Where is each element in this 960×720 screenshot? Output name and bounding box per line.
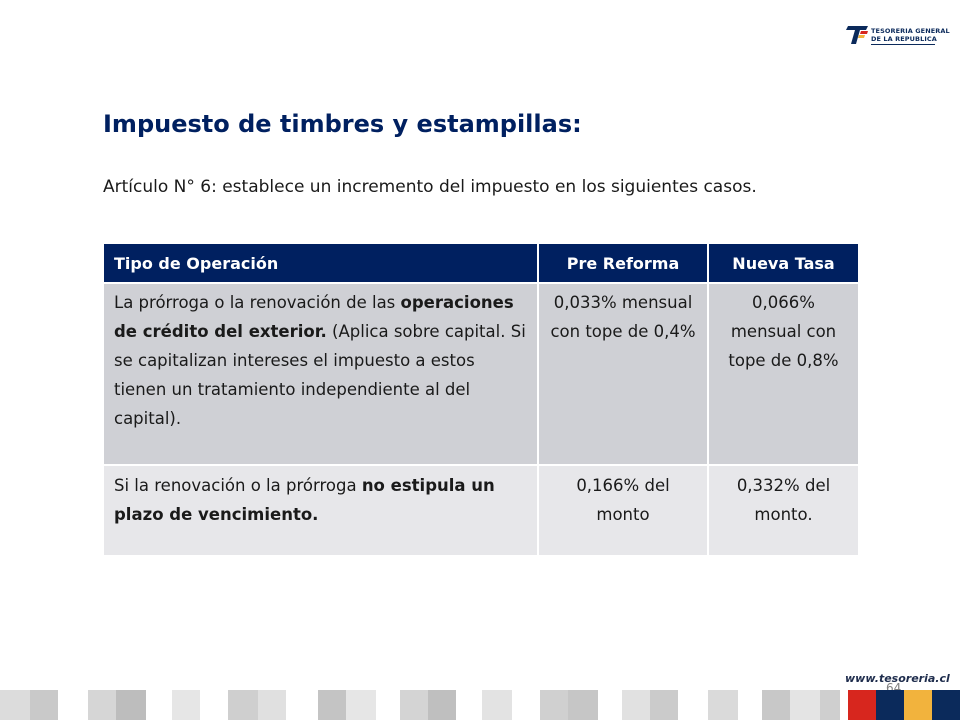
tesoreria-logo: TESORERIA GENERAL DE LA REPUBLICA [846, 24, 950, 50]
cell-nueva-tasa: 0,332% del monto. [707, 464, 860, 557]
header-tipo-operacion: Tipo de Operación [102, 242, 539, 284]
cell-tipo-operacion: Si la renovación o la prórroga no estipu… [102, 464, 539, 557]
cell-text-part: (Aplica sobre capital. Si se capitalizan… [114, 322, 526, 428]
tax-rates-table: Tipo de Operación Pre Reforma Nueva Tasa… [102, 242, 860, 557]
footer-decorative-band [0, 690, 960, 720]
logo-line-2: DE LA REPUBLICA [871, 35, 937, 43]
logo-line-1: TESORERIA GENERAL [871, 27, 950, 35]
tesoreria-emblem-icon [846, 26, 868, 44]
cell-pre-reforma: 0,166% del monto [537, 464, 709, 557]
logo-underline [871, 44, 935, 45]
table-header-row: Tipo de Operación Pre Reforma Nueva Tasa [102, 242, 860, 284]
cell-text-part: Si la renovación o la prórroga [114, 476, 362, 495]
cell-text-bold: no estipula un plazo de vencimiento. [114, 476, 495, 524]
header-pre-reforma: Pre Reforma [537, 242, 709, 284]
slide-title: Impuesto de timbres y estampillas: [103, 110, 582, 138]
intro-paragraph: Artículo N° 6: establece un incremento d… [103, 177, 757, 197]
cell-text-part: La prórroga o la renovación de las [114, 293, 401, 312]
cell-nueva-tasa: 0,066% mensual con tope de 0,8% [707, 282, 860, 466]
cell-tipo-operacion: La prórroga o la renovación de las opera… [102, 282, 539, 466]
website-url[interactable]: www.tesoreria.cl [845, 672, 950, 685]
cell-text-bold: operaciones de crédito del exterior. [114, 293, 514, 341]
table-row: Si la renovación o la prórroga no estipu… [102, 464, 860, 557]
table-row: La prórroga o la renovación de las opera… [102, 282, 860, 466]
cell-pre-reforma: 0,033% mensual con tope de 0,4% [537, 282, 709, 466]
header-nueva-tasa: Nueva Tasa [707, 242, 860, 284]
logo-wordmark: TESORERIA GENERAL DE LA REPUBLICA [871, 27, 950, 43]
